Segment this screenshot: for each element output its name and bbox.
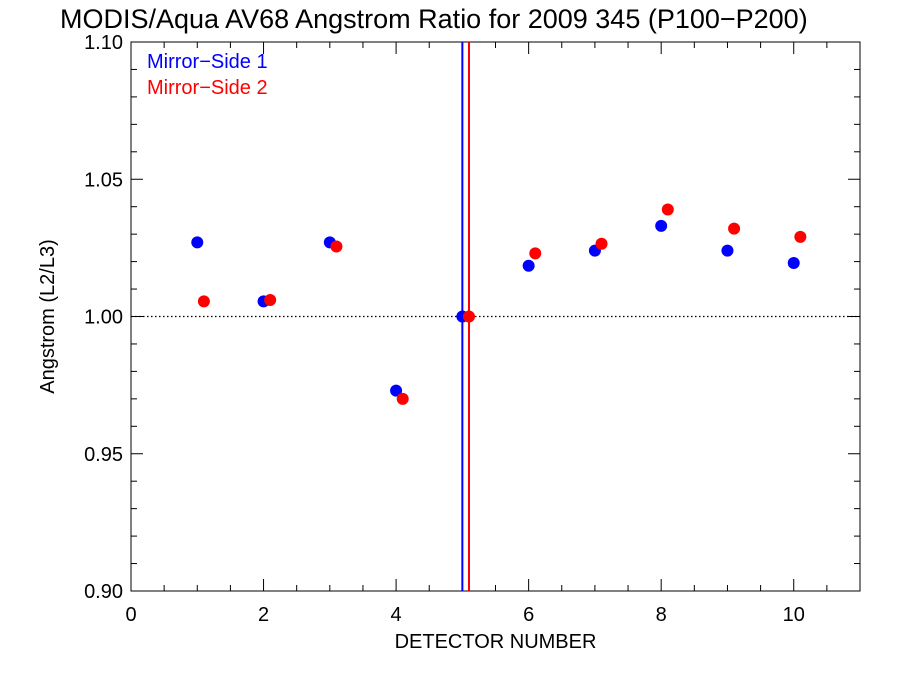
x-axis-label: DETECTOR NUMBER — [395, 631, 597, 653]
point-series-2 — [197, 295, 210, 308]
point-series-1 — [390, 384, 403, 397]
point-series-2 — [529, 247, 542, 260]
x-tick-label: 8 — [656, 604, 667, 626]
data-points — [191, 203, 807, 405]
point-series-2 — [330, 240, 343, 253]
point-series-2 — [396, 392, 409, 405]
legend-item-series-2: Mirror−Side 2 — [147, 77, 268, 99]
x-tick-label: 4 — [391, 604, 402, 626]
point-series-1 — [191, 236, 204, 249]
point-series-1 — [721, 244, 734, 257]
x-tick-label: 6 — [523, 604, 534, 626]
x-tick-label: 2 — [258, 604, 269, 626]
chart-title: MODIS/Aqua AV68 Angstrom Ratio for 2009 … — [60, 4, 808, 34]
y-tick-label: 0.95 — [84, 444, 123, 466]
y-tick-label: 1.10 — [84, 32, 123, 54]
point-series-2 — [264, 294, 277, 307]
y-axis-label: Angstrom (L2/L3) — [37, 239, 59, 394]
point-series-2 — [794, 230, 807, 243]
y-tick-label: 0.90 — [84, 581, 123, 603]
y-tick-label: 1.00 — [84, 307, 123, 329]
legend-item-series-1: Mirror−Side 1 — [147, 51, 268, 73]
x-tick-label: 0 — [125, 604, 136, 626]
point-series-2 — [661, 203, 674, 216]
axis-ticks — [130, 41, 861, 592]
point-series-2 — [595, 237, 608, 250]
point-series-1 — [522, 259, 535, 272]
x-tick-label: 10 — [783, 604, 805, 626]
axis-tick-labels: 0 2 4 6 8 10 0.90 0.95 1.00 1.05 1.10 — [84, 32, 805, 626]
point-series-2 — [728, 222, 741, 235]
point-series-2 — [462, 310, 475, 323]
legend: Mirror−Side 1 Mirror−Side 2 — [147, 51, 268, 99]
point-series-1 — [787, 256, 800, 269]
point-series-1 — [655, 219, 668, 232]
y-tick-label: 1.05 — [84, 169, 123, 191]
